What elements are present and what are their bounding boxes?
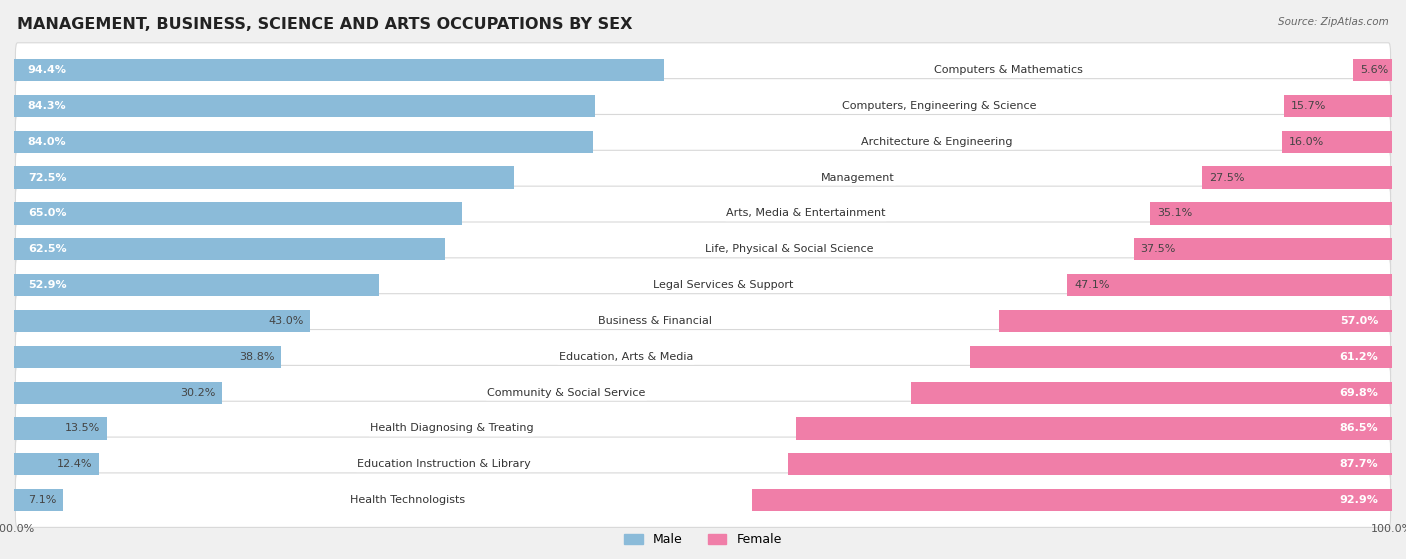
FancyBboxPatch shape xyxy=(15,222,1391,277)
Text: Computers & Mathematics: Computers & Mathematics xyxy=(935,65,1084,75)
Text: 35.1%: 35.1% xyxy=(1157,209,1192,219)
FancyBboxPatch shape xyxy=(15,43,1391,97)
Bar xyxy=(14,131,593,153)
Bar xyxy=(787,453,1392,475)
Bar xyxy=(1284,95,1392,117)
Text: 30.2%: 30.2% xyxy=(180,387,215,397)
Text: 16.0%: 16.0% xyxy=(1289,137,1324,146)
Text: 86.5%: 86.5% xyxy=(1340,424,1378,433)
Bar xyxy=(1354,59,1392,81)
Bar xyxy=(14,310,311,332)
Bar xyxy=(752,489,1392,511)
Bar xyxy=(14,95,595,117)
Bar xyxy=(14,59,665,81)
Text: 38.8%: 38.8% xyxy=(239,352,274,362)
Text: 7.1%: 7.1% xyxy=(28,495,56,505)
Text: 72.5%: 72.5% xyxy=(28,173,66,183)
Text: 52.9%: 52.9% xyxy=(28,280,66,290)
Text: 65.0%: 65.0% xyxy=(28,209,66,219)
Text: 62.5%: 62.5% xyxy=(28,244,66,254)
FancyBboxPatch shape xyxy=(15,115,1391,169)
Text: 84.0%: 84.0% xyxy=(28,137,66,146)
Bar xyxy=(1067,274,1392,296)
Bar xyxy=(911,381,1392,404)
FancyBboxPatch shape xyxy=(15,258,1391,312)
Text: 13.5%: 13.5% xyxy=(65,424,100,433)
Text: Health Diagnosing & Treating: Health Diagnosing & Treating xyxy=(370,424,533,433)
Text: 27.5%: 27.5% xyxy=(1209,173,1244,183)
FancyBboxPatch shape xyxy=(15,401,1391,456)
Text: 43.0%: 43.0% xyxy=(269,316,304,326)
Bar xyxy=(1133,238,1392,260)
Text: 12.4%: 12.4% xyxy=(58,459,93,470)
FancyBboxPatch shape xyxy=(15,473,1391,527)
FancyBboxPatch shape xyxy=(15,330,1391,384)
Text: 61.2%: 61.2% xyxy=(1340,352,1378,362)
Text: 5.6%: 5.6% xyxy=(1360,65,1389,75)
FancyBboxPatch shape xyxy=(15,150,1391,205)
Bar xyxy=(796,418,1392,439)
Text: 57.0%: 57.0% xyxy=(1340,316,1378,326)
Text: Arts, Media & Entertainment: Arts, Media & Entertainment xyxy=(727,209,886,219)
Text: Architecture & Engineering: Architecture & Engineering xyxy=(862,137,1012,146)
FancyBboxPatch shape xyxy=(15,186,1391,240)
Text: Computers, Engineering & Science: Computers, Engineering & Science xyxy=(842,101,1036,111)
Bar xyxy=(14,381,222,404)
Text: Business & Financial: Business & Financial xyxy=(598,316,711,326)
Text: 15.7%: 15.7% xyxy=(1291,101,1326,111)
Text: Life, Physical & Social Science: Life, Physical & Social Science xyxy=(704,244,873,254)
Text: 69.8%: 69.8% xyxy=(1340,387,1378,397)
Bar xyxy=(14,238,444,260)
Text: 47.1%: 47.1% xyxy=(1074,280,1109,290)
FancyBboxPatch shape xyxy=(15,437,1391,491)
Bar xyxy=(14,167,513,189)
Bar xyxy=(14,489,63,511)
Bar xyxy=(1150,202,1392,225)
Bar xyxy=(1282,131,1392,153)
Text: Education Instruction & Library: Education Instruction & Library xyxy=(357,459,530,470)
FancyBboxPatch shape xyxy=(15,366,1391,420)
Bar xyxy=(14,202,463,225)
Bar xyxy=(14,274,378,296)
FancyBboxPatch shape xyxy=(15,293,1391,348)
Text: Management: Management xyxy=(821,173,894,183)
Text: MANAGEMENT, BUSINESS, SCIENCE AND ARTS OCCUPATIONS BY SEX: MANAGEMENT, BUSINESS, SCIENCE AND ARTS O… xyxy=(17,17,633,32)
Text: Community & Social Service: Community & Social Service xyxy=(488,387,645,397)
Bar xyxy=(970,345,1392,368)
Text: Education, Arts & Media: Education, Arts & Media xyxy=(558,352,693,362)
Text: 84.3%: 84.3% xyxy=(28,101,66,111)
Legend: Male, Female: Male, Female xyxy=(624,533,782,547)
Text: 37.5%: 37.5% xyxy=(1140,244,1175,254)
Text: 92.9%: 92.9% xyxy=(1340,495,1378,505)
Bar xyxy=(14,345,281,368)
FancyBboxPatch shape xyxy=(15,79,1391,133)
Bar xyxy=(1202,167,1392,189)
Text: Source: ZipAtlas.com: Source: ZipAtlas.com xyxy=(1278,17,1389,27)
Text: 87.7%: 87.7% xyxy=(1340,459,1378,470)
Text: Legal Services & Support: Legal Services & Support xyxy=(652,280,793,290)
Bar xyxy=(14,453,100,475)
Bar xyxy=(14,418,107,439)
Text: Health Technologists: Health Technologists xyxy=(350,495,465,505)
Bar xyxy=(1000,310,1392,332)
Text: 94.4%: 94.4% xyxy=(28,65,67,75)
